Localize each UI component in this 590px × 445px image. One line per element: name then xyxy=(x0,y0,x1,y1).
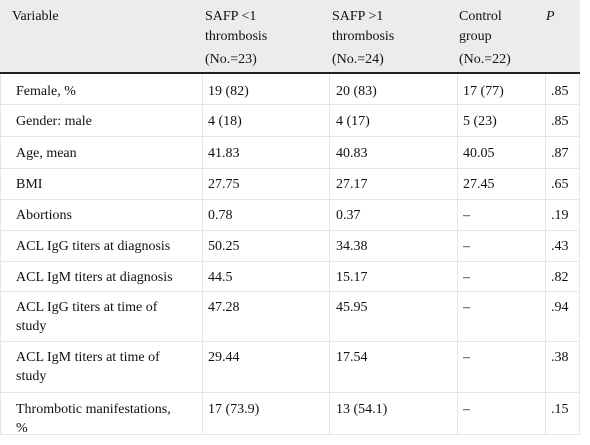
cell-safp-lt1: 44.5 xyxy=(208,270,233,285)
cell-control: – xyxy=(463,270,470,285)
cell-safp-lt1: 41.83 xyxy=(208,146,240,161)
cell-safp-gt1: 27.17 xyxy=(336,177,368,192)
cell-variable: ACL IgG titers at time of study xyxy=(16,300,158,334)
cell-safp-gt1: 0.37 xyxy=(336,208,361,223)
cell-safp-lt1: 29.44 xyxy=(208,350,240,365)
cell-p-value: .85 xyxy=(551,114,569,129)
cell-control: 17 (77) xyxy=(463,84,504,99)
table-row: ACL IgM titers at diagnosis 44.5 15.17 –… xyxy=(0,262,580,292)
cell-control: – xyxy=(463,300,470,315)
cell-safp-gt1: 4 (17) xyxy=(336,114,370,129)
column-divider xyxy=(202,74,203,435)
cell-safp-gt1: 34.38 xyxy=(336,239,368,254)
cell-safp-gt1: 15.17 xyxy=(336,270,368,285)
cell-safp-gt1: 17.54 xyxy=(336,350,368,365)
cell-safp-lt1: 50.25 xyxy=(208,239,240,254)
header-safp-lt1: SAFP <1 thrombosis (No.=23) xyxy=(205,9,268,67)
cell-control: 5 (23) xyxy=(463,114,497,129)
cell-p-value: .65 xyxy=(551,177,569,192)
cell-p-value: .43 xyxy=(551,239,569,254)
table-row: ACL IgG titers at diagnosis 50.25 34.38 … xyxy=(0,231,580,262)
cell-variable: ACL IgM titers at time of study xyxy=(16,350,160,384)
cell-variable: ACL IgM titers at diagnosis xyxy=(16,270,173,285)
table-row: ACL IgG titers at time of study 47.28 45… xyxy=(0,292,580,342)
cell-p-value: .94 xyxy=(551,300,569,315)
cell-safp-gt1: 45.95 xyxy=(336,300,368,315)
table-header: Variable SAFP <1 thrombosis (No.=23) SAF… xyxy=(0,0,580,74)
cell-control: – xyxy=(463,208,470,223)
header-p-value: P xyxy=(546,9,555,24)
header-variable: Variable xyxy=(12,9,59,24)
column-divider xyxy=(0,74,1,435)
cell-safp-lt1: 17 (73.9) xyxy=(208,402,260,417)
cell-variable: Thrombotic manifestations, % xyxy=(16,402,171,436)
cell-safp-gt1: 40.83 xyxy=(336,146,368,161)
cell-p-value: .82 xyxy=(551,270,569,285)
header-safp-gt1: SAFP >1 thrombosis (No.=24) xyxy=(332,9,395,67)
column-divider xyxy=(579,74,580,435)
cell-control: – xyxy=(463,402,470,417)
cell-control: 40.05 xyxy=(463,146,495,161)
cell-safp-lt1: 0.78 xyxy=(208,208,233,223)
table-row: Age, mean 41.83 40.83 40.05 .87 xyxy=(0,137,580,169)
cell-control: 27.45 xyxy=(463,177,495,192)
table-row: BMI 27.75 27.17 27.45 .65 xyxy=(0,169,580,200)
column-divider xyxy=(457,74,458,435)
cell-p-value: .15 xyxy=(551,402,569,417)
cell-variable: Gender: male xyxy=(16,114,92,129)
table-row: Gender: male 4 (18) 4 (17) 5 (23) .85 xyxy=(0,105,580,137)
cell-variable: Abortions xyxy=(16,208,72,223)
cell-safp-gt1: 13 (54.1) xyxy=(336,402,388,417)
table-row: Thrombotic manifestations, % 17 (73.9) 1… xyxy=(0,393,580,436)
header-control-group: Control group (No.=22) xyxy=(459,9,511,67)
cell-control: – xyxy=(463,350,470,365)
cell-p-value: .87 xyxy=(551,146,569,161)
column-divider xyxy=(545,74,546,435)
cell-variable: Female, % xyxy=(16,84,76,99)
table-row: Female, % 19 (82) 20 (83) 17 (77) .85 xyxy=(0,74,580,105)
cell-safp-lt1: 47.28 xyxy=(208,300,240,315)
cell-safp-lt1: 27.75 xyxy=(208,177,240,192)
cell-variable: ACL IgG titers at diagnosis xyxy=(16,239,171,254)
cell-safp-lt1: 19 (82) xyxy=(208,84,249,99)
cell-p-value: .85 xyxy=(551,84,569,99)
cell-safp-lt1: 4 (18) xyxy=(208,114,242,129)
cell-safp-gt1: 20 (83) xyxy=(336,84,377,99)
column-divider xyxy=(329,74,330,435)
cell-p-value: .19 xyxy=(551,208,569,223)
cell-p-value: .38 xyxy=(551,350,569,365)
table-row: ACL IgM titers at time of study 29.44 17… xyxy=(0,342,580,393)
cell-variable: BMI xyxy=(16,177,43,192)
table-row: Abortions 0.78 0.37 – .19 xyxy=(0,200,580,231)
cell-variable: Age, mean xyxy=(16,146,77,161)
cell-control: – xyxy=(463,239,470,254)
